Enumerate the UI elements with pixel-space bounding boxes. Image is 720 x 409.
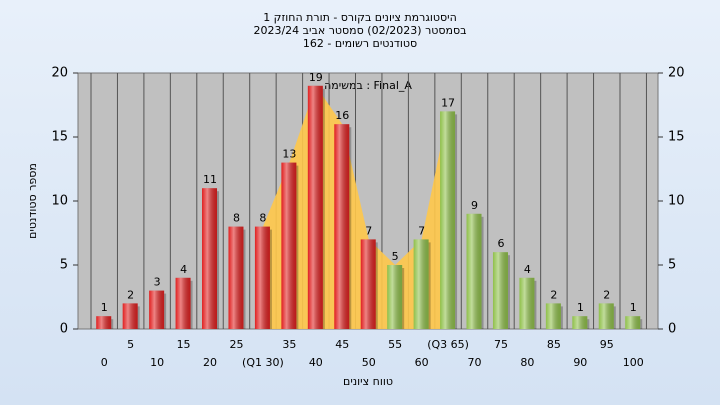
value-label: 2 (550, 288, 557, 301)
x-tick-label: 0 (101, 356, 108, 369)
bar-shine (360, 239, 376, 329)
y-tick-label: 5 (60, 258, 68, 273)
x-tick-label: 80 (520, 356, 534, 369)
value-label: 19 (309, 71, 323, 84)
bar-shine (387, 265, 403, 329)
value-label: 11 (203, 173, 217, 186)
x-tick-label: 5 (127, 338, 134, 351)
x-tick-label: 10 (150, 356, 164, 369)
x-tick-label: 45 (335, 338, 349, 351)
chart-subtitle: סטודנטים רשומים - 162 (303, 37, 417, 50)
value-label: 13 (282, 148, 296, 161)
bar-shine (281, 162, 297, 329)
value-label: 9 (471, 199, 478, 212)
bar-shine (598, 303, 614, 329)
x-tick-label: 100 (623, 356, 644, 369)
value-label: 16 (335, 109, 349, 122)
bar-shine (440, 111, 456, 330)
x-tick-label: 70 (468, 356, 482, 369)
bar-shine (334, 124, 350, 329)
value-label: 8 (259, 212, 266, 225)
x-tick-label: 50 (362, 356, 376, 369)
x-tick-label: 40 (309, 356, 323, 369)
bar-shine (413, 239, 429, 329)
value-label: 2 (603, 288, 610, 301)
value-label: 5 (392, 250, 399, 263)
y-tick-label: 15 (51, 130, 68, 145)
y-tick-label-right: 15 (668, 130, 685, 145)
bar-shine (519, 277, 535, 329)
x-axis-label: טווח ציונים (343, 375, 393, 388)
y-axis-label: מספר סטודנטים (26, 163, 39, 239)
bar-shine (254, 226, 270, 329)
y-tick-label: 10 (51, 194, 68, 209)
chart-title: היסטוגרמת ציונים בקורס - תורת החוזק 1 (263, 11, 457, 24)
bar-shine (572, 316, 588, 329)
value-label: 6 (497, 237, 504, 250)
y-tick-label-right: 5 (668, 258, 676, 273)
x-tick-label: 75 (494, 338, 508, 351)
bar-shine (625, 316, 641, 329)
y-tick-label-right: 10 (668, 194, 685, 209)
bar-shine (545, 303, 561, 329)
value-label: 3 (154, 276, 161, 289)
value-label: 8 (233, 212, 240, 225)
x-tick-label: 20 (203, 356, 217, 369)
value-label: 1 (101, 301, 108, 314)
x-tick-label: 55 (388, 338, 402, 351)
x-tick-label: 15 (177, 338, 191, 351)
value-label: 17 (441, 96, 455, 109)
bar-shine (122, 303, 138, 329)
x-tick-label: 95 (600, 338, 614, 351)
value-label: 7 (418, 224, 425, 237)
value-label: 7 (365, 224, 372, 237)
bar-shine (202, 188, 218, 329)
value-label: 1 (630, 301, 637, 314)
bar-shine (149, 290, 165, 329)
y-tick-label-right: 0 (668, 322, 676, 337)
x-tick-label: 35 (282, 338, 296, 351)
bar-shine (492, 252, 508, 329)
annotation: במשימה : Final_A (324, 79, 412, 92)
x-tick-label: 90 (573, 356, 587, 369)
x-tick-label: (Q1 30) (242, 356, 284, 369)
bar-shine (466, 213, 482, 329)
y-tick-label: 0 (60, 322, 68, 337)
value-label: 4 (524, 263, 531, 276)
bar-shine (307, 85, 323, 329)
value-label: 4 (180, 263, 187, 276)
x-tick-label: (Q3 65) (427, 338, 469, 351)
bar-shine (228, 226, 244, 329)
x-tick-label: 85 (547, 338, 561, 351)
chart-subtitle: בסמסטר (02/2023) סמסטר אביב 2023/24 (253, 24, 466, 37)
bar-shine (175, 277, 191, 329)
value-label: 2 (127, 288, 134, 301)
x-tick-label: 60 (415, 356, 429, 369)
bar-shine (96, 316, 112, 329)
y-tick-label-right: 20 (668, 66, 685, 81)
x-tick-label: 25 (229, 338, 243, 351)
y-tick-label: 20 (51, 66, 68, 81)
value-label: 1 (577, 301, 584, 314)
